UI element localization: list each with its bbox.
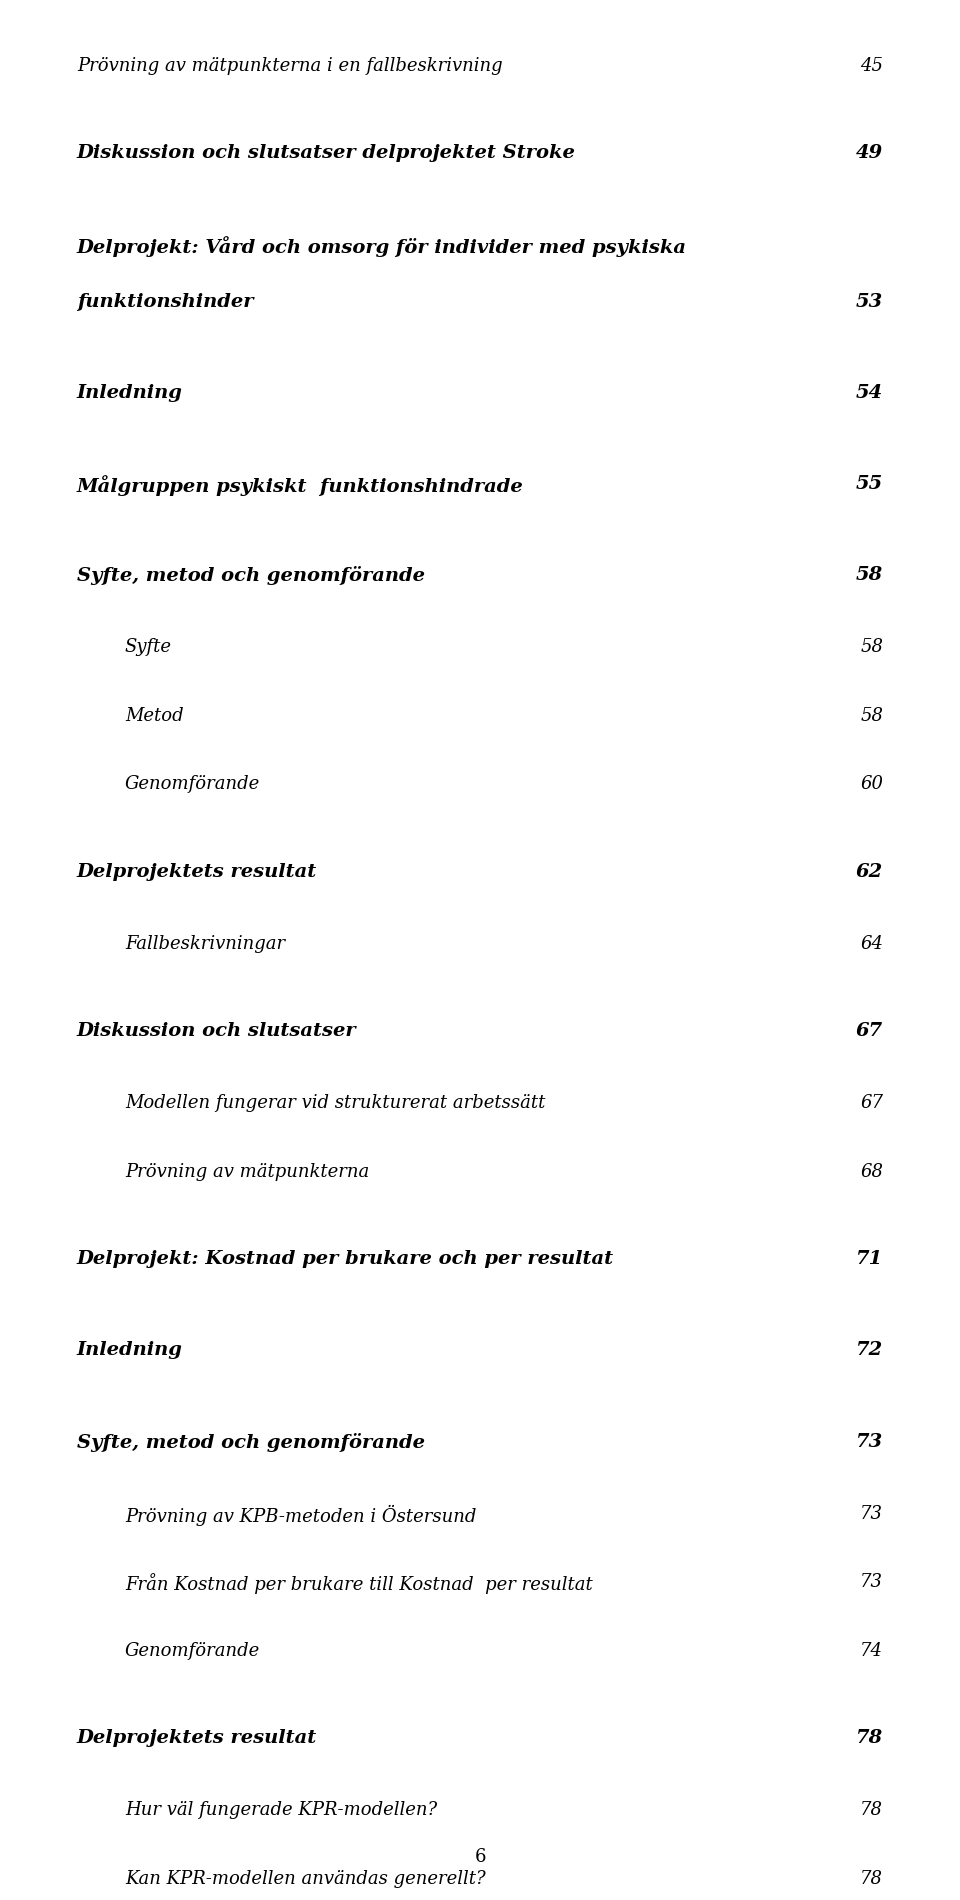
Text: Delprojektets resultat: Delprojektets resultat: [77, 1729, 317, 1746]
Text: 49: 49: [856, 144, 883, 162]
Text: 58: 58: [860, 638, 883, 656]
Text: funktionshinder: funktionshinder: [77, 293, 253, 310]
Text: 78: 78: [856, 1729, 883, 1746]
Text: 78: 78: [860, 1870, 883, 1887]
Text: Delprojektets resultat: Delprojektets resultat: [77, 863, 317, 880]
Text: 6: 6: [474, 1849, 486, 1866]
Text: 78: 78: [860, 1801, 883, 1818]
Text: 72: 72: [856, 1341, 883, 1358]
Text: 62: 62: [856, 863, 883, 880]
Text: 67: 67: [856, 1022, 883, 1039]
Text: 67: 67: [860, 1094, 883, 1111]
Text: Delprojekt: Kostnad per brukare och per resultat: Delprojekt: Kostnad per brukare och per …: [77, 1250, 614, 1267]
Text: Syfte, metod och genomförande: Syfte, metod och genomförande: [77, 1433, 424, 1452]
Text: Prövning av mätpunkterna: Prövning av mätpunkterna: [125, 1163, 369, 1180]
Text: 53: 53: [856, 293, 883, 310]
Text: 68: 68: [860, 1163, 883, 1180]
Text: 45: 45: [860, 57, 883, 74]
Text: Syfte: Syfte: [125, 638, 172, 656]
Text: 55: 55: [856, 475, 883, 492]
Text: Diskussion och slutsatser: Diskussion och slutsatser: [77, 1022, 356, 1039]
Text: 58: 58: [860, 707, 883, 724]
Text: Inledning: Inledning: [77, 384, 182, 401]
Text: Delprojekt: Vård och omsorg för individer med psykiska: Delprojekt: Vård och omsorg för individe…: [77, 236, 686, 256]
Text: Från Kostnad per brukare till Kostnad  per resultat: Från Kostnad per brukare till Kostnad pe…: [125, 1573, 592, 1594]
Text: 64: 64: [860, 935, 883, 952]
Text: Genomförande: Genomförande: [125, 1642, 260, 1659]
Text: Diskussion och slutsatser delprojektet Stroke: Diskussion och slutsatser delprojektet S…: [77, 144, 576, 162]
Text: Hur väl fungerade KPR-modellen?: Hur väl fungerade KPR-modellen?: [125, 1801, 437, 1818]
Text: Modellen fungerar vid strukturerat arbetssätt: Modellen fungerar vid strukturerat arbet…: [125, 1094, 545, 1111]
Text: 73: 73: [860, 1573, 883, 1590]
Text: Syfte, metod och genomförande: Syfte, metod och genomförande: [77, 566, 424, 585]
Text: 73: 73: [860, 1505, 883, 1522]
Text: 60: 60: [860, 775, 883, 792]
Text: Inledning: Inledning: [77, 1341, 182, 1358]
Text: 74: 74: [860, 1642, 883, 1659]
Text: Målgruppen psykiskt  funktionshindrade: Målgruppen psykiskt funktionshindrade: [77, 475, 523, 496]
Text: Prövning av mätpunkterna i en fallbeskrivning: Prövning av mätpunkterna i en fallbeskri…: [77, 57, 502, 74]
Text: 73: 73: [856, 1433, 883, 1450]
Text: Prövning av KPB-metoden i Östersund: Prövning av KPB-metoden i Östersund: [125, 1505, 476, 1526]
Text: Metod: Metod: [125, 707, 183, 724]
Text: Genomförande: Genomförande: [125, 775, 260, 792]
Text: 58: 58: [856, 566, 883, 583]
Text: Kan KPR-modellen användas generellt?: Kan KPR-modellen användas generellt?: [125, 1870, 486, 1887]
Text: 71: 71: [856, 1250, 883, 1267]
Text: Fallbeskrivningar: Fallbeskrivningar: [125, 935, 285, 952]
Text: 54: 54: [856, 384, 883, 401]
